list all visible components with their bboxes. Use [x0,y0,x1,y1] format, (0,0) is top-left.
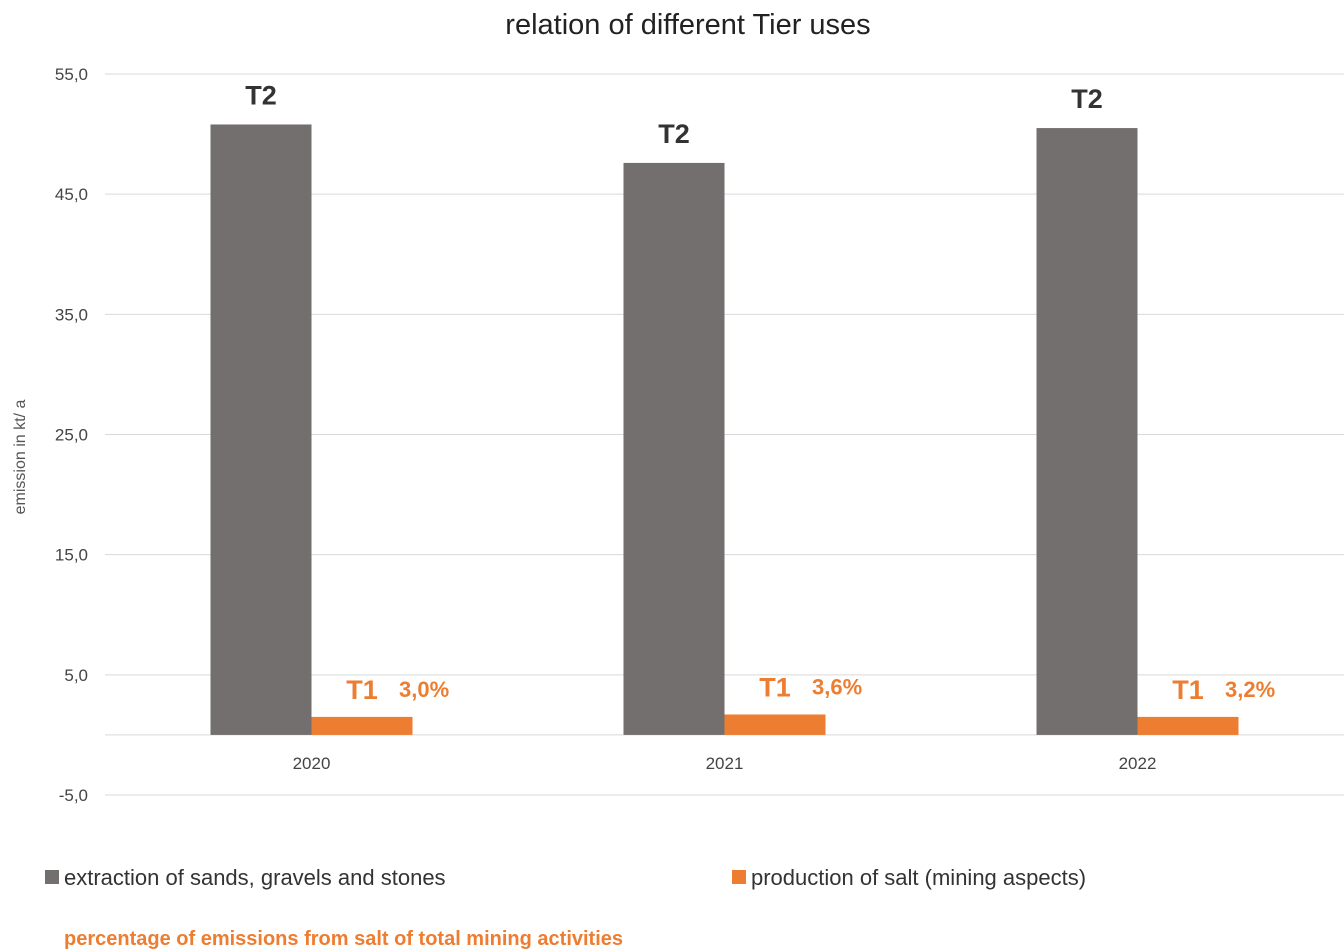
data-labels: T2 T1 3,0% T2 T1 3,6% T2 T1 3,2% [245,80,1275,704]
tier-label-salt: T1 [759,672,791,702]
y-tick-label: 5,0 [64,666,88,685]
legend-swatch-salt [732,870,746,884]
bar-salt[interactable] [311,716,413,735]
y-tick-label: 45,0 [55,185,88,204]
tier-label-extraction: T2 [245,80,277,110]
y-axis-label: emission in kt/ a [12,400,29,515]
tier-label-extraction: T2 [658,119,690,149]
chart-title: relation of different Tier uses [505,9,870,41]
y-tick-label: -5,0 [59,786,88,805]
percentage-note: percentage of emissions from salt of tot… [64,928,623,950]
bar-salt[interactable] [1137,716,1239,735]
legend-item-salt[interactable]: production of salt (mining aspects) [732,865,1086,890]
bars [210,124,1239,735]
legend-label-extraction: extraction of sands, gravels and stones [64,865,446,890]
percent-label: 3,6% [812,674,862,699]
bar-salt[interactable] [724,714,826,735]
x-tick-label: 2022 [1119,754,1157,773]
percent-label: 3,0% [399,677,449,702]
bar-extraction[interactable] [623,162,725,735]
bar-extraction[interactable] [1036,128,1138,735]
y-tick-label: 25,0 [55,426,88,445]
tier-label-salt: T1 [346,675,378,705]
y-tick-label: 15,0 [55,546,88,565]
tier-label-extraction: T2 [1071,84,1103,114]
x-tick-label: 2020 [293,754,331,773]
tier-label-salt: T1 [1172,675,1204,705]
y-axis-ticks: 55,0 45,0 35,0 25,0 15,0 5,0 -5,0 [55,65,88,805]
y-tick-label: 35,0 [55,305,88,324]
legend-swatch-extraction [45,870,59,884]
y-tick-label: 55,0 [55,65,88,84]
legend: extraction of sands, gravels and stones … [45,865,1086,890]
category-labels: 2020 2021 2022 [293,754,1157,773]
x-tick-label: 2021 [706,754,744,773]
percent-label: 3,2% [1225,677,1275,702]
legend-label-salt: production of salt (mining aspects) [751,865,1086,890]
legend-item-extraction[interactable]: extraction of sands, gravels and stones [45,865,446,890]
bar-extraction[interactable] [210,124,312,735]
